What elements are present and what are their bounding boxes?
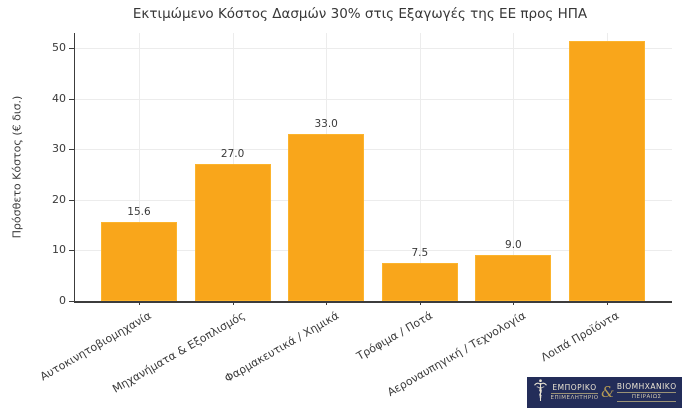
y-axis-title: Πρόσθετο Κόστος (€ δισ.) (10, 95, 24, 239)
bar (381, 263, 458, 301)
bar-value-label: 33.0 (314, 118, 338, 131)
y-tick-label: 20 (52, 192, 66, 206)
horizontal-gridline (75, 98, 672, 100)
bar (569, 41, 645, 301)
y-tick-mark (69, 250, 74, 252)
x-category-label: Λοιπά Προϊόντα (538, 309, 622, 365)
logo-divider-line (617, 391, 676, 393)
x-category-label: Τρόφιμα / Ποτά (353, 309, 435, 363)
x-tick-mark (232, 301, 234, 305)
bar-value-label: 7.5 (411, 247, 429, 260)
bar-value-label: 27.0 (220, 148, 245, 161)
y-tick-label: 0 (59, 294, 66, 307)
bar (475, 255, 552, 301)
logo-text-peiraios: ΠΕΙΡΑΙΩΣ (631, 393, 662, 400)
x-tick-mark (607, 301, 608, 305)
bar (101, 222, 177, 301)
y-tick-label: 10 (52, 243, 66, 257)
y-tick-mark (69, 301, 74, 302)
logo-text-emporiko: ΕΜΠΟΡΙΚΟ (552, 383, 597, 393)
y-tick-mark (69, 98, 74, 100)
logo-right-column: ΒΙΟΜΗΧΑΝΙΚΟ ΠΕΙΡΑΙΩΣ (617, 382, 676, 404)
logo-text-viomichaniko: ΒΙΟΜΗΧΑΝΙΚΟ (616, 381, 677, 391)
logo-divider-line (617, 401, 676, 403)
horizontal-gridline (75, 250, 672, 252)
caduceus-icon (533, 378, 548, 407)
x-tick-mark (326, 301, 328, 305)
bar (194, 164, 271, 301)
horizontal-gridline (75, 149, 672, 151)
chart-title: Εκτιμώμενο Κόστος Δασμών 30% στις Εξαγωγ… (132, 6, 588, 22)
horizontal-gridline (75, 48, 672, 50)
y-tick-mark (69, 149, 74, 151)
vertical-gridline (139, 33, 140, 301)
x-tick-mark (419, 301, 421, 305)
x-tick-mark (139, 301, 140, 305)
y-tick-mark (69, 199, 74, 201)
bar (288, 134, 365, 301)
horizontal-gridline (75, 199, 672, 201)
vertical-gridline (513, 33, 515, 301)
y-tick-label: 30 (52, 142, 66, 156)
y-axis-spine (74, 33, 76, 301)
x-axis-spine (74, 301, 672, 303)
x-tick-mark (513, 301, 515, 305)
vertical-gridline (419, 33, 421, 301)
logo-left-column: ΕΜΠΟΡΙΚΟ ΕΠΙΜΕΛΗΤΗΡΙΟ (550, 383, 599, 402)
y-tick-label: 40 (52, 91, 66, 105)
bar-value-label: 15.6 (127, 206, 151, 219)
y-tick-label: 50 (52, 41, 66, 55)
logo-text-epimelitirio: ΕΠΙΜΕΛΗΤΗΡΙΟ (550, 395, 599, 402)
logo-divider-line (551, 393, 599, 395)
chamber-logo: ΕΜΠΟΡΙΚΟ ΕΠΙΜΕΛΗΤΗΡΙΟ & ΒΙΟΜΗΧΑΝΙΚΟ ΠΕΙΡ… (527, 377, 682, 408)
y-tick-mark (69, 48, 74, 50)
ampersand-caduceus-glyph: & (601, 383, 615, 401)
bar-value-label: 9.0 (505, 239, 522, 252)
